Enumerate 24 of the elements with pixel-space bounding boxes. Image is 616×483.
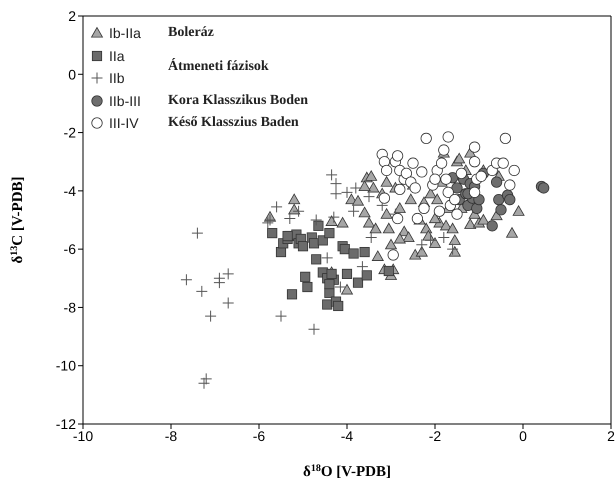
annotation: Átmeneti fázisok — [168, 57, 269, 76]
y-tick-label: 0 — [68, 66, 76, 82]
x-tick-label: -6 — [252, 428, 266, 444]
legend-label: IIb — [109, 70, 125, 86]
legend-label: IIb-III — [109, 92, 141, 109]
y-tick-label: -8 — [64, 299, 76, 316]
x-axis-title: δ$^{18}$O [V-PDB] — [303, 462, 391, 480]
y-tick-label: -10 — [56, 358, 76, 374]
x-tick-label: -8 — [164, 428, 178, 444]
legend-label: IIa — [109, 48, 125, 64]
y-tick-label: -4 — [64, 182, 76, 199]
y-tick-label: -6 — [64, 241, 76, 258]
annotation: Boleráz — [168, 24, 214, 42]
annotation: Késő Klasszius Baden — [168, 114, 299, 132]
x-tick-label: -2 — [428, 428, 442, 444]
legend-label: III-IV — [109, 115, 139, 132]
x-tick-label: 0 — [519, 428, 528, 444]
y-tick-label: -12 — [56, 416, 76, 432]
x-tick-label: -4 — [340, 428, 354, 444]
legend-label: Ib-IIa — [109, 25, 141, 42]
y-tick-label: 2 — [68, 8, 76, 24]
x-tick-label: 2 — [607, 428, 616, 444]
annotation: Kora Klasszikus Boden — [168, 92, 308, 110]
y-tick-label: -2 — [64, 124, 76, 141]
